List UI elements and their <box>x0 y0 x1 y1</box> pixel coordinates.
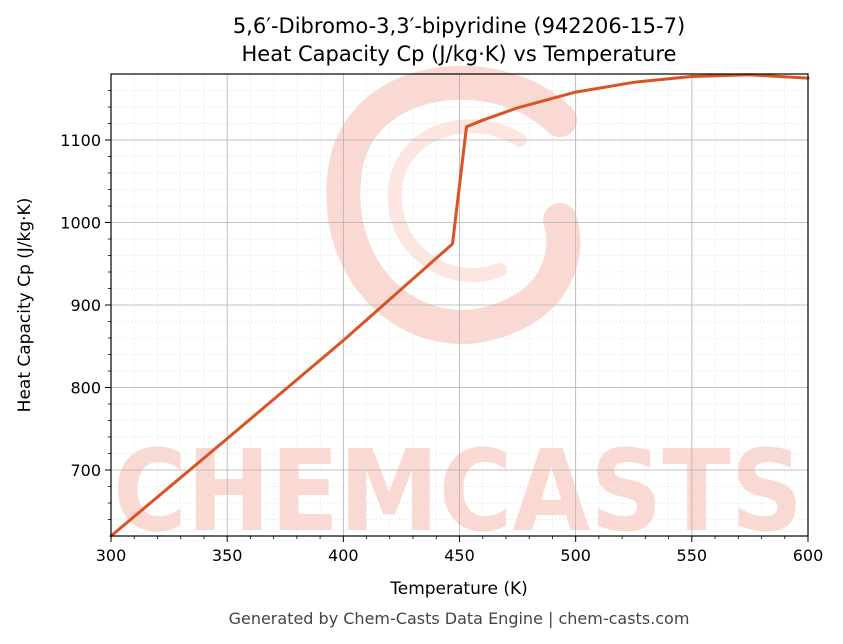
series-line <box>109 73 810 538</box>
y-tick-label: 700 <box>70 461 101 480</box>
chart-title: 5,6′-Dibromo-3,3′-bipyridine (942206-15-… <box>233 14 685 38</box>
watermark-swirl <box>326 65 581 344</box>
chart-subtitle: Heat Capacity Cp (J/kg·K) vs Temperature <box>242 42 677 66</box>
y-tick-label: 900 <box>70 296 101 315</box>
x-axis-ticks: 300 350 400 450 500 550 600 <box>96 536 824 565</box>
x-tick-label: 400 <box>328 546 359 565</box>
x-tick-label: 500 <box>560 546 591 565</box>
y-axis-label: Heat Capacity Cp (J/kg·K) <box>15 198 35 413</box>
y-tick-label: 800 <box>70 379 101 398</box>
footer-credit: Generated by Chem-Casts Data Engine | ch… <box>229 609 690 628</box>
y-tick-label: 1000 <box>60 214 101 233</box>
x-tick-label: 450 <box>444 546 475 565</box>
y-axis-ticks: 700 800 900 1000 1100 <box>60 90 111 520</box>
x-tick-label: 550 <box>677 546 708 565</box>
watermark-logo: CHEMCASTS <box>113 65 803 557</box>
x-tick-label: 300 <box>96 546 127 565</box>
x-tick-label: 600 <box>793 546 824 565</box>
watermark-text: CHEMCASTS <box>113 427 803 557</box>
x-tick-label: 350 <box>212 546 243 565</box>
x-axis-label: Temperature (K) <box>389 579 528 599</box>
y-tick-label: 1100 <box>60 131 101 150</box>
series-layer <box>109 73 810 538</box>
